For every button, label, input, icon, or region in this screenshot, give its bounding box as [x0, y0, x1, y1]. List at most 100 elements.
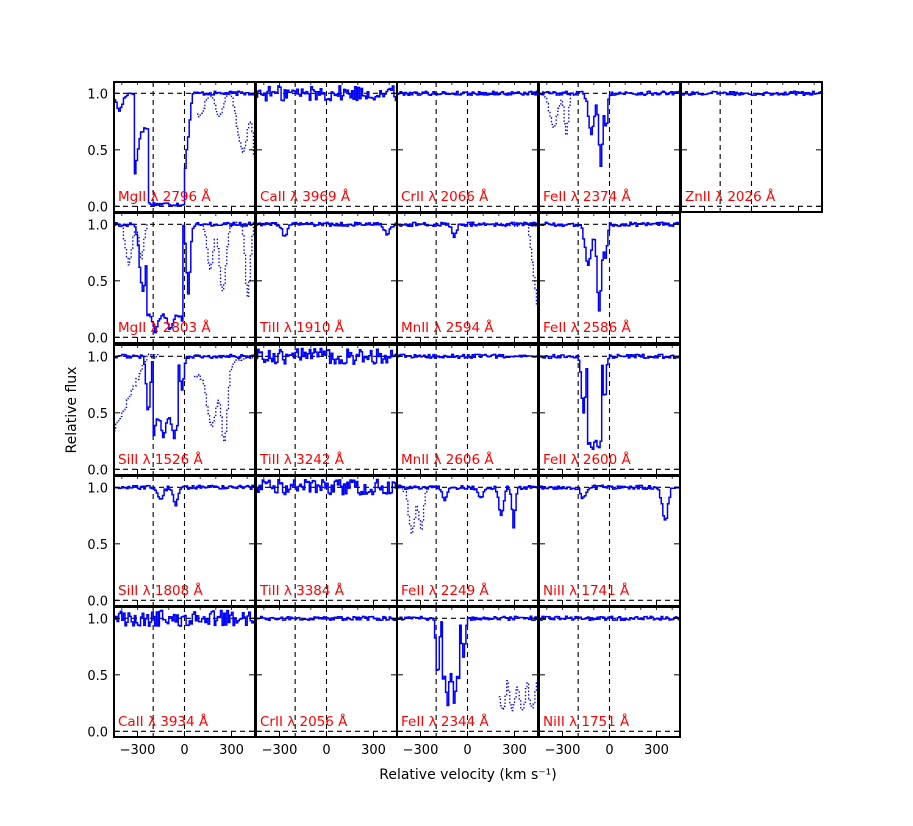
panel-label: CaII λ 3934 Å — [118, 713, 209, 730]
panel-label: TiII λ 3242 Å — [259, 451, 345, 468]
spectrum-series-line — [539, 353, 680, 450]
blend-series-line — [539, 91, 575, 136]
spectrum-series-line — [539, 221, 680, 312]
x-tick-label: −300 — [403, 743, 439, 758]
y-tick-label: 0.0 — [87, 200, 108, 215]
panel-label: CaII λ 3969 Å — [260, 188, 351, 205]
x-tick-label: 300 — [644, 743, 669, 758]
y-axis-label: Relative flux — [64, 367, 80, 454]
spectrum-series-line — [256, 221, 397, 237]
y-tick-label: 0.5 — [87, 144, 108, 159]
panel-label: MnII λ 2594 Å — [401, 319, 494, 336]
spectrum-series-line — [256, 347, 397, 365]
spectrum-series-line — [256, 478, 397, 496]
panel-label: MnII λ 2606 Å — [401, 451, 494, 468]
panel: CaII λ 3969 Å — [255, 81, 398, 213]
spectrum-series-line — [397, 484, 538, 529]
panel-label: FeII λ 2586 Å — [543, 319, 632, 336]
x-tick-label: 0 — [322, 743, 330, 758]
panel-label: FeII λ 2249 Å — [401, 582, 490, 599]
x-tick-label: −300 — [262, 743, 298, 758]
y-tick-label: 1.0 — [87, 481, 108, 496]
panel: NiII λ 1741 Å — [538, 475, 681, 607]
x-tick-label: 300 — [219, 743, 244, 758]
x-tick-label: 0 — [463, 743, 471, 758]
panel-label: CrII λ 2066 Å — [401, 188, 489, 205]
spectrum-series-line — [681, 90, 822, 96]
panel: −300 0 300 CrII λ 2056 Å — [255, 606, 398, 758]
y-tick-label: 0.5 — [87, 538, 108, 553]
panel-label: TiII λ 1910 Å — [259, 319, 345, 336]
spectrum-series-line — [539, 484, 680, 521]
panel: −300 0 300 NiII λ 1751 Å — [538, 606, 681, 758]
panel-label: SiII λ 1808 Å — [118, 582, 204, 599]
spectrum-series-line — [114, 90, 255, 207]
panel: FeII λ 2600 Å — [538, 344, 681, 476]
x-axis-label: Relative velocity (km s⁻¹) — [379, 767, 557, 783]
y-tick-label: 0.5 — [87, 407, 108, 422]
blend-series-line — [197, 90, 255, 170]
spectrum-series-line — [114, 609, 255, 627]
y-tick-label: 0.0 — [87, 594, 108, 609]
spectrum-series-line — [114, 221, 255, 334]
panel-label: FeII λ 2600 Å — [543, 451, 632, 468]
panel: FeII λ 2374 Å — [538, 81, 681, 213]
panel-label: MgII λ 2803 Å — [118, 319, 211, 336]
spectrum-series-line — [539, 90, 680, 167]
x-tick-label: −300 — [545, 743, 581, 758]
panel-label: CrII λ 2056 Å — [260, 713, 348, 730]
spectrum-series-line — [539, 615, 680, 622]
spectrum-series-line — [397, 90, 538, 97]
panel: 0.0 0.5 1.0 −300 0 300 CaII λ 3934 Å — [87, 606, 256, 758]
panel: FeII λ 2586 Å — [538, 212, 681, 344]
panel-label: FeII λ 2344 Å — [401, 713, 490, 730]
panel-label: MgII λ 2796 Å — [118, 188, 211, 205]
panel: TiII λ 3384 Å — [255, 475, 398, 607]
panel-label: ZnII λ 2026 Å — [685, 188, 776, 205]
y-tick-label: 1.0 — [87, 87, 108, 102]
blend-series-line — [200, 221, 255, 298]
x-tick-label: 0 — [605, 743, 613, 758]
y-tick-label: 0.0 — [87, 463, 108, 478]
panel: ZnII λ 2026 Å — [680, 81, 823, 213]
panel: CrII λ 2066 Å — [396, 81, 539, 213]
spectrum-series-line — [397, 615, 538, 707]
y-tick-label: 0.0 — [87, 331, 108, 346]
y-tick-label: 1.0 — [87, 350, 108, 365]
y-tick-label: 1.0 — [87, 612, 108, 627]
spectrum-series-line — [397, 353, 538, 359]
x-tick-label: 300 — [502, 743, 527, 758]
y-tick-label: 0.5 — [87, 275, 108, 290]
blend-series-line — [193, 354, 255, 442]
spectrum-series-line — [397, 221, 538, 239]
panel: 0.0 0.5 1.0 SiII λ 1526 Å — [87, 344, 256, 478]
panel: MnII λ 2606 Å — [396, 344, 539, 476]
panel-label: NiII λ 1751 Å — [543, 713, 630, 730]
blend-series-line — [397, 484, 429, 534]
y-tick-label: 0.0 — [87, 725, 108, 740]
spectrum-series-line — [256, 85, 397, 102]
panel: FeII λ 2249 Å — [396, 475, 539, 607]
spectrum-series-line — [256, 615, 397, 621]
panel: 0.0 0.5 1.0 MgII λ 2796 Å — [87, 81, 256, 215]
x-tick-label: −300 — [120, 743, 156, 758]
panel: TiII λ 3242 Å — [255, 344, 398, 476]
panel: 0.0 0.5 1.0 SiII λ 1808 Å — [87, 475, 256, 609]
panel-label: NiII λ 1741 Å — [543, 582, 630, 599]
y-tick-label: 1.0 — [87, 218, 108, 233]
panel-label: SiII λ 1526 Å — [118, 451, 204, 468]
blend-series-line — [114, 223, 148, 266]
panel: TiII λ 1910 Å — [255, 212, 398, 344]
spectrum-series-line — [114, 353, 255, 440]
panel: −300 0 300 FeII λ 2344 Å — [396, 606, 539, 758]
panel-label: FeII λ 2374 Å — [543, 188, 632, 205]
blend-series-line — [114, 353, 159, 432]
x-tick-label: 0 — [180, 743, 188, 758]
y-tick-label: 0.5 — [87, 669, 108, 684]
x-tick-label: 300 — [361, 743, 386, 758]
panel-label: TiII λ 3384 Å — [259, 582, 345, 599]
panel: MnII λ 2594 Å — [396, 212, 539, 344]
panel: 0.0 0.5 1.0 MgII λ 2803 Å — [87, 212, 256, 346]
